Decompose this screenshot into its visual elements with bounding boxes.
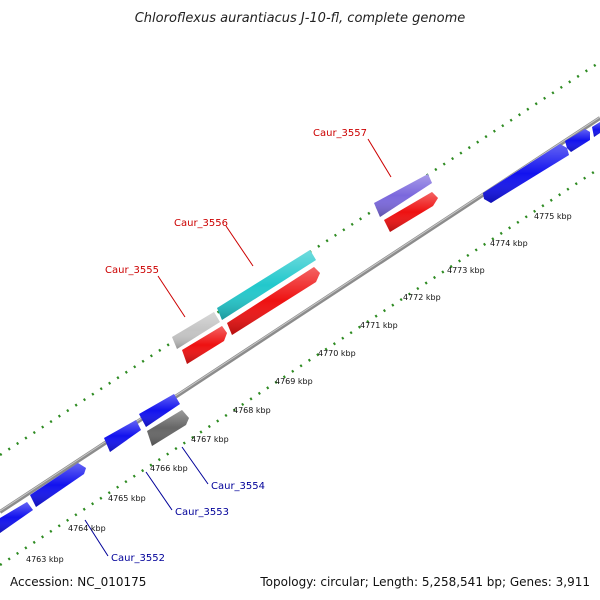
- tick-label: 4771 kbp: [360, 321, 398, 330]
- tick-label: 4767 kbp: [191, 435, 229, 444]
- gene-blue[interactable]: [104, 420, 141, 452]
- callout-caur-3554: [181, 446, 209, 485]
- gene-label-caur-3557[interactable]: Caur_3557: [313, 128, 367, 139]
- tick-label: 4774 kbp: [490, 239, 528, 248]
- gene-label-caur-3555[interactable]: Caur_3555: [105, 265, 159, 276]
- tick-labels: 4763 kbp 4764 kbp 4765 kbp 4766 kbp 4767…: [26, 212, 572, 564]
- callout-caur-3552: [84, 519, 109, 557]
- tick-label: 4766 kbp: [150, 464, 188, 473]
- tick-label: 4775 kbp: [534, 212, 572, 221]
- gene-blue[interactable]: [483, 144, 569, 203]
- map-title: Chloroflexus aurantiacus J-10-fl, comple…: [135, 11, 466, 26]
- callout-caur-3555: [157, 275, 186, 318]
- topology-summary-text: Topology: circular; Length: 5,258,541 bp…: [259, 575, 590, 589]
- callout-caur-3556: [225, 225, 254, 267]
- gene-label-caur-3552[interactable]: Caur_3552: [111, 553, 165, 564]
- tick-label: 4773 kbp: [447, 266, 485, 275]
- tick-label: 4764 kbp: [68, 524, 106, 533]
- gene-label-caur-3553[interactable]: Caur_3553: [175, 507, 229, 518]
- tick-label: 4768 kbp: [233, 406, 271, 415]
- accession-text: Accession: NC_010175: [10, 575, 146, 589]
- gene-label-caur-3554[interactable]: Caur_3554: [211, 481, 265, 492]
- callout-caur-3553: [145, 471, 173, 511]
- tick-label: 4770 kbp: [318, 349, 356, 358]
- tick-label: 4765 kbp: [108, 494, 146, 503]
- inner-dotted-track: [0, 166, 600, 567]
- tick-label: 4769 kbp: [275, 377, 313, 386]
- gene-features: [0, 122, 600, 533]
- tick-label: 4763 kbp: [26, 555, 64, 564]
- callout-caur-3557: [367, 138, 392, 178]
- gene-label-caur-3556[interactable]: Caur_3556: [174, 218, 228, 229]
- tick-label: 4772 kbp: [403, 293, 441, 302]
